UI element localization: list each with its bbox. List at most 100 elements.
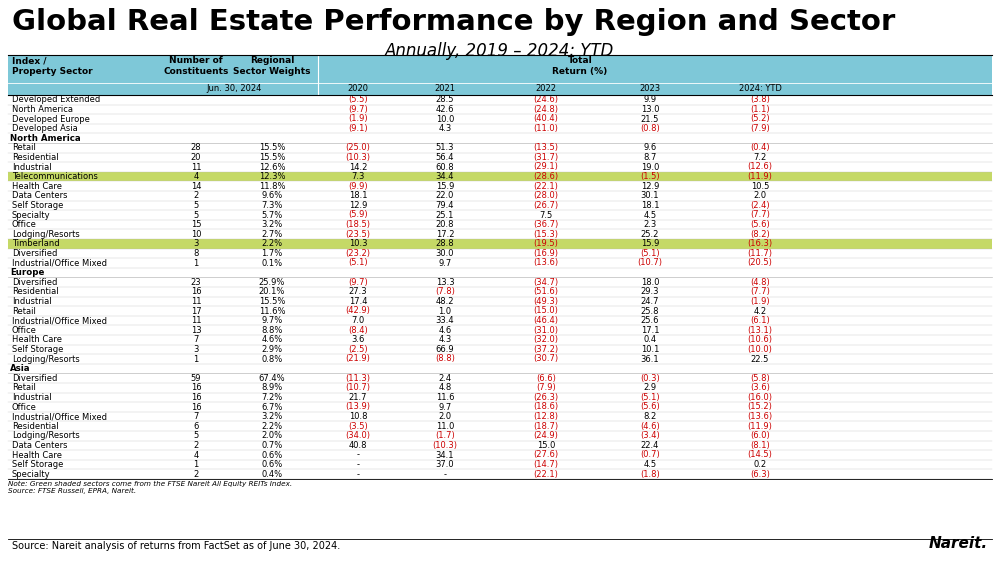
Text: 51.3: 51.3: [436, 144, 454, 153]
Text: (1.1): (1.1): [750, 105, 770, 114]
Text: (42.9): (42.9): [346, 306, 370, 315]
Text: 27.3: 27.3: [349, 287, 367, 296]
Text: 2.0: 2.0: [438, 412, 452, 421]
Text: 22.5: 22.5: [751, 355, 769, 364]
Text: 12.9: 12.9: [349, 201, 367, 210]
Text: Self Storage: Self Storage: [12, 345, 63, 354]
Text: 7.2%: 7.2%: [261, 393, 283, 402]
Text: (11.9): (11.9): [748, 422, 772, 431]
Text: Retail: Retail: [12, 383, 36, 392]
Text: (9.7): (9.7): [348, 278, 368, 287]
Text: 7: 7: [193, 412, 199, 421]
Text: 13: 13: [191, 326, 201, 334]
Text: (16.3): (16.3): [747, 239, 773, 248]
Text: Developed Asia: Developed Asia: [12, 124, 78, 133]
Text: (36.7): (36.7): [533, 220, 559, 229]
Text: Retail: Retail: [12, 144, 36, 153]
Text: Data Centers: Data Centers: [12, 191, 68, 200]
Text: 5: 5: [193, 211, 199, 220]
Text: (3.8): (3.8): [750, 95, 770, 104]
Text: 7.3%: 7.3%: [261, 201, 283, 210]
Text: 25.8: 25.8: [641, 306, 659, 315]
Text: 22.0: 22.0: [436, 191, 454, 200]
Text: (3.6): (3.6): [750, 383, 770, 392]
Text: 59: 59: [191, 374, 201, 383]
Text: 18.0: 18.0: [641, 278, 659, 287]
Text: (10.3): (10.3): [346, 153, 370, 162]
Text: Industrial: Industrial: [12, 393, 52, 402]
Text: (13.5): (13.5): [534, 144, 558, 153]
Text: 8.7: 8.7: [643, 153, 657, 162]
Text: 17.4: 17.4: [349, 297, 367, 306]
Text: Specialty: Specialty: [12, 470, 51, 479]
Text: (22.1): (22.1): [534, 182, 558, 191]
Text: 9.7: 9.7: [438, 403, 452, 412]
Text: (49.3): (49.3): [534, 297, 558, 306]
Text: 17: 17: [191, 306, 201, 315]
Text: Diversified: Diversified: [12, 374, 57, 383]
Text: Lodging/Resorts: Lodging/Resorts: [12, 355, 80, 364]
Text: 60.8: 60.8: [436, 163, 454, 172]
Text: (2.5): (2.5): [348, 345, 368, 354]
Text: 15.9: 15.9: [436, 182, 454, 191]
Text: (46.4): (46.4): [534, 316, 558, 325]
Text: (0.8): (0.8): [640, 124, 660, 133]
Text: -: -: [356, 460, 360, 469]
Text: 2.7%: 2.7%: [261, 230, 283, 239]
Text: 2.9%: 2.9%: [261, 345, 283, 354]
Text: Health Care: Health Care: [12, 182, 62, 191]
Text: Lodging/Resorts: Lodging/Resorts: [12, 431, 80, 440]
Text: Source: FTSE Russell, EPRA, Nareit.: Source: FTSE Russell, EPRA, Nareit.: [8, 488, 136, 494]
Text: (8.8): (8.8): [435, 355, 455, 364]
Text: (1.9): (1.9): [348, 114, 368, 123]
Text: 2.2%: 2.2%: [261, 422, 283, 431]
Text: 4.3: 4.3: [438, 336, 452, 345]
Text: Industrial/Office Mixed: Industrial/Office Mixed: [12, 412, 107, 421]
Text: 3.6: 3.6: [351, 336, 365, 345]
Text: 11.0: 11.0: [436, 422, 454, 431]
Text: 8.2: 8.2: [643, 412, 657, 421]
Text: 17.2: 17.2: [436, 230, 454, 239]
Text: (4.6): (4.6): [640, 422, 660, 431]
Text: (0.3): (0.3): [640, 374, 660, 383]
Text: (23.5): (23.5): [346, 230, 370, 239]
Text: (30.7): (30.7): [533, 355, 559, 364]
Text: (22.1): (22.1): [534, 470, 558, 479]
Text: 10: 10: [191, 230, 201, 239]
Text: 2: 2: [193, 441, 199, 450]
Text: (13.6): (13.6): [533, 258, 559, 267]
Text: (13.9): (13.9): [346, 403, 370, 412]
Text: (6.0): (6.0): [750, 431, 770, 440]
Text: 12.3%: 12.3%: [259, 172, 285, 181]
Text: 24.7: 24.7: [641, 297, 659, 306]
Bar: [8, 172, 992, 181]
Text: 15.5%: 15.5%: [259, 153, 285, 162]
Text: 2021: 2021: [434, 84, 456, 93]
Text: (13.1): (13.1): [748, 326, 772, 334]
Text: (7.7): (7.7): [750, 211, 770, 220]
Text: (34.7): (34.7): [533, 278, 559, 287]
Text: 1: 1: [193, 258, 199, 267]
Text: (2.4): (2.4): [750, 201, 770, 210]
Text: 23: 23: [191, 278, 201, 287]
Text: 15.5%: 15.5%: [259, 144, 285, 153]
Text: Office: Office: [12, 220, 37, 229]
Text: 1.7%: 1.7%: [261, 249, 283, 258]
Text: (24.9): (24.9): [534, 431, 558, 440]
Text: Source: Nareit analysis of returns from FactSet as of June 30, 2024.: Source: Nareit analysis of returns from …: [12, 541, 340, 551]
Text: -: -: [356, 470, 360, 479]
Text: 9.7%: 9.7%: [261, 316, 283, 325]
Text: Industrial/Office Mixed: Industrial/Office Mixed: [12, 258, 107, 267]
Text: 2023: 2023: [639, 84, 661, 93]
Text: (15.3): (15.3): [534, 230, 558, 239]
Text: (40.4): (40.4): [534, 114, 558, 123]
Text: 2.4: 2.4: [438, 374, 452, 383]
Text: Annually, 2019 – 2024: YTD: Annually, 2019 – 2024: YTD: [385, 42, 615, 60]
Text: Nareit.: Nareit.: [929, 536, 988, 551]
Text: 11.6%: 11.6%: [259, 306, 285, 315]
Text: (11.3): (11.3): [346, 374, 370, 383]
Text: 3.2%: 3.2%: [261, 412, 283, 421]
Text: 0.2: 0.2: [753, 460, 767, 469]
Text: (37.2): (37.2): [533, 345, 559, 354]
Text: 6.7%: 6.7%: [261, 403, 283, 412]
